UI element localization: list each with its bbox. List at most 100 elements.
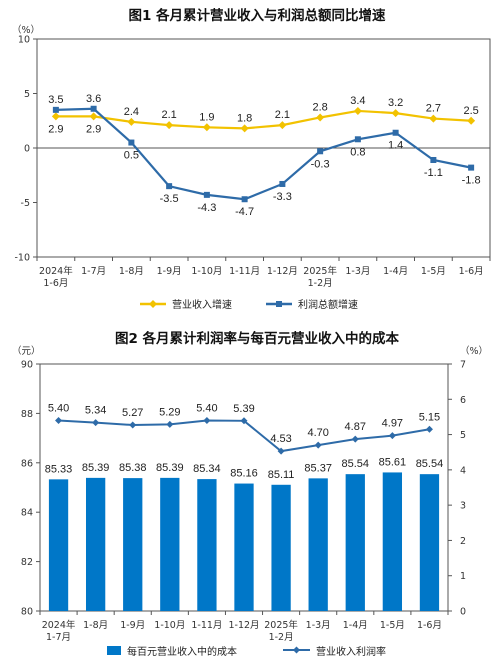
chart2-xtick-label: 1-5月 xyxy=(380,620,405,631)
chart2-cost-bar xyxy=(123,478,143,611)
chart2-cost-bar xyxy=(308,478,328,611)
chart2-cost-bar xyxy=(197,479,217,611)
chart1-revenue-point xyxy=(202,123,211,132)
chart2-margin-label: 5.34 xyxy=(85,405,106,417)
chart1-profit-label: -4.3 xyxy=(197,202,216,214)
chart2-cost-label: 85.39 xyxy=(156,462,184,474)
chart2-margin-point xyxy=(277,447,285,455)
chart2-xtick-label: 1-6月 xyxy=(417,620,442,631)
chart2-margin-label: 4.87 xyxy=(345,421,366,433)
chart1-profit-point xyxy=(52,106,59,113)
chart2-margin-label: 4.70 xyxy=(307,427,328,439)
chart2-margin-line xyxy=(58,419,430,453)
chart2-margin-point xyxy=(92,419,100,427)
chart2-margin-point xyxy=(166,420,174,428)
chart1-profit-label: 3.5 xyxy=(48,94,63,106)
chart1-legend-revenue: 营业收入增速 xyxy=(172,298,232,311)
chart2-xtick-label: 1-10月 xyxy=(154,620,185,631)
chart2-margin-point xyxy=(129,421,137,429)
chart2-margin-label: 5.29 xyxy=(159,406,180,418)
chart2-cost-bar xyxy=(382,472,403,611)
chart1-profit-point xyxy=(128,139,135,146)
chart1-xtick-label: 2025年 xyxy=(303,265,337,277)
chart1-revenue-point xyxy=(89,112,98,121)
chart1-profit-label: -1.8 xyxy=(462,175,481,187)
chart2-legend-margin: 营业收入利润率 xyxy=(316,645,386,658)
chart2-cost-bar xyxy=(85,477,106,611)
chart1-profit-point xyxy=(90,105,97,112)
chart2-right-ytick-label: 5 xyxy=(460,430,466,441)
chart1-revenue-label: 2.1 xyxy=(275,109,290,121)
chart2-right-ytick-label: 2 xyxy=(460,536,466,547)
chart1-xtick-label: 1-2月 xyxy=(308,278,333,289)
chart1-revenue-label: 3.2 xyxy=(388,97,403,109)
chart2-cost-label: 85.39 xyxy=(82,462,110,474)
chart2-cost-label: 85.38 xyxy=(119,462,147,474)
chart1-ytick-label: -10 xyxy=(14,253,30,264)
chart2-cost-bar xyxy=(419,474,440,611)
chart2-margin-label: 5.15 xyxy=(419,411,440,423)
chart2-cost-label: 85.61 xyxy=(379,456,407,468)
chart2-margin-label: 5.40 xyxy=(48,402,69,414)
chart1-profit-label: -4.7 xyxy=(235,206,254,218)
chart2-left-unit: （元） xyxy=(12,345,41,357)
chart2-xtick-label: 2024年 xyxy=(42,619,76,631)
chart2-left-ytick-label: 86 xyxy=(21,458,33,469)
chart1-title: 图1 各月累计营业收入与利润总额同比增速 xyxy=(128,7,386,24)
chart1-revenue-point xyxy=(429,114,438,123)
chart1-revenue-label: 1.9 xyxy=(199,111,214,123)
chart2-title: 图2 各月累计利润率与每百元营业收入中的成本 xyxy=(115,330,400,347)
chart1-xtick-label: 1-12月 xyxy=(267,266,298,277)
chart2-margin-point xyxy=(351,435,359,443)
chart2-xtick-label: 1-9月 xyxy=(120,620,145,631)
chart2-right-ytick-label: 7 xyxy=(460,360,466,371)
chart2-left-ytick-label: 88 xyxy=(21,409,33,420)
chart1-revenue-point xyxy=(240,124,249,133)
chart2-xtick-label: 1-7月 xyxy=(46,632,71,643)
chart2-xtick-label: 2025年 xyxy=(264,619,298,631)
chart1-revenue-point xyxy=(127,117,136,126)
chart2-cost-bar xyxy=(160,477,180,611)
chart1-xtick-label: 1-3月 xyxy=(345,266,370,277)
chart1-revenue-label: 1.8 xyxy=(237,112,252,124)
chart2-xtick-label: 1-2月 xyxy=(269,632,294,643)
chart1-profit-label: 1.4 xyxy=(388,140,403,152)
chart1-profit-label: 0.8 xyxy=(350,146,365,158)
chart1-xtick-label: 1-11月 xyxy=(229,266,260,277)
chart2-cost-bar xyxy=(234,483,254,611)
chart1-ytick-label: 5 xyxy=(24,89,30,100)
chart1-revenue-label: 2.8 xyxy=(312,101,327,113)
chart1-legend: 营业收入增速 利润总额增速 xyxy=(140,298,358,311)
chart2-legend-cost: 每百元营业收入中的成本 xyxy=(127,645,237,658)
chart1-revenue-point xyxy=(165,121,174,130)
chart1-series-line-0 xyxy=(55,109,472,130)
chart1-ytick-label: 10 xyxy=(18,35,30,46)
chart1-revenue-point xyxy=(353,106,362,115)
chart1-revenue-point xyxy=(391,109,400,118)
chart2-right-ytick-label: 3 xyxy=(460,501,466,512)
chart1-xtick-label: 1-5月 xyxy=(421,266,446,277)
chart1-profit-point xyxy=(430,156,437,163)
chart1-profit-point xyxy=(203,191,210,198)
chart1-revenue-label: 2.1 xyxy=(161,109,176,121)
chart1-xtick-label: 1-9月 xyxy=(157,266,182,277)
chart1-y-unit: （%） xyxy=(12,24,40,36)
chart1-profit-point xyxy=(317,148,324,155)
chart2-margin-point xyxy=(388,432,396,440)
chart2-legend-swatch-cost xyxy=(107,646,121,655)
chart2-right-unit: （%） xyxy=(460,345,488,357)
chart2-cost-label: 85.54 xyxy=(416,458,444,470)
chart1-profit-label: -0.3 xyxy=(311,158,330,170)
chart2-right-ytick-label: 4 xyxy=(460,465,466,476)
chart1-profit-point xyxy=(392,129,399,136)
chart1-revenue-point xyxy=(51,112,60,121)
chart2-xtick-label: 1-4月 xyxy=(343,620,368,631)
chart2-xtick-label: 1-11月 xyxy=(191,620,222,631)
chart2-left-ytick-label: 80 xyxy=(21,607,33,618)
chart2-margin-label: 5.27 xyxy=(122,407,143,419)
chart1-xtick-label: 1-6月 xyxy=(43,278,68,289)
chart2-margin-point xyxy=(55,416,63,424)
chart2-left-ytick-label: 90 xyxy=(21,360,33,371)
chart2-left-ytick-label: 84 xyxy=(21,508,33,519)
